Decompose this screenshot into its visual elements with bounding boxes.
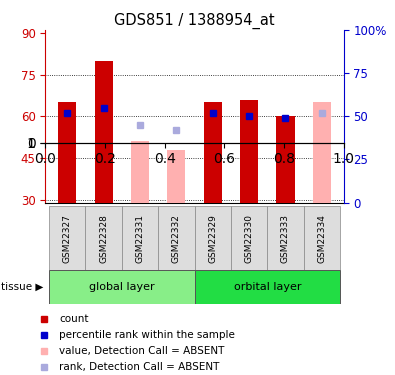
Text: percentile rank within the sample: percentile rank within the sample: [59, 330, 235, 340]
Text: GSM22333: GSM22333: [281, 214, 290, 262]
Bar: [158, 206, 195, 270]
Bar: [131, 141, 149, 202]
Bar: [49, 206, 85, 270]
Bar: [194, 206, 231, 270]
Text: global layer: global layer: [89, 282, 154, 292]
Text: value, Detection Call = ABSENT: value, Detection Call = ABSENT: [59, 346, 224, 356]
Text: GSM22329: GSM22329: [208, 214, 217, 262]
Bar: [85, 206, 122, 270]
Bar: [49, 270, 194, 304]
Text: rank, Detection Call = ABSENT: rank, Detection Call = ABSENT: [59, 362, 219, 372]
Bar: [194, 270, 340, 304]
Text: GSM22334: GSM22334: [317, 214, 326, 262]
Text: tissue ▶: tissue ▶: [1, 282, 43, 292]
Bar: [167, 150, 185, 202]
Text: count: count: [59, 314, 88, 324]
Text: GSM22327: GSM22327: [63, 214, 72, 262]
Bar: [313, 102, 331, 202]
Bar: [304, 206, 340, 270]
Bar: [122, 206, 158, 270]
Bar: [231, 206, 267, 270]
Text: GSM22332: GSM22332: [172, 214, 181, 262]
Bar: [240, 99, 258, 202]
Bar: [276, 116, 295, 202]
Bar: [204, 102, 222, 202]
Text: GSM22330: GSM22330: [245, 214, 254, 262]
Bar: [58, 102, 76, 202]
Text: GSM22328: GSM22328: [99, 214, 108, 262]
Text: orbital layer: orbital layer: [233, 282, 301, 292]
Text: GSM22331: GSM22331: [135, 214, 145, 262]
Bar: [94, 61, 113, 202]
Title: GDS851 / 1388954_at: GDS851 / 1388954_at: [114, 12, 275, 28]
Bar: [267, 206, 304, 270]
